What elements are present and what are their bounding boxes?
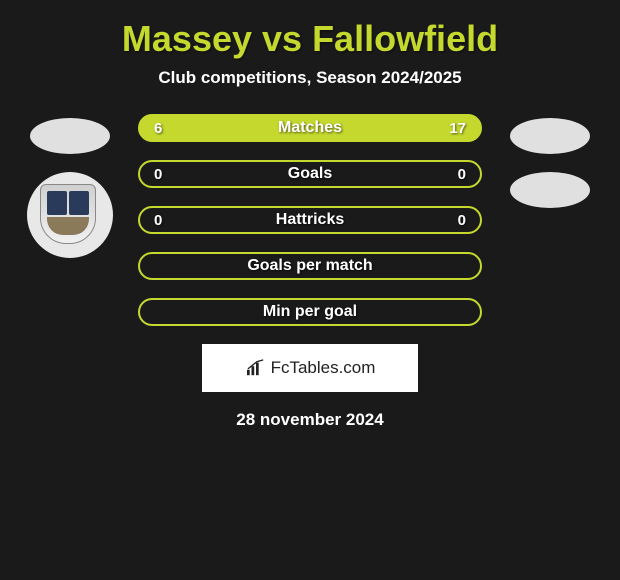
stat-label: Min per goal	[263, 303, 357, 321]
site-logo[interactable]: FcTables.com	[202, 344, 418, 392]
stat-right-value: 17	[449, 120, 466, 137]
stat-right-value: 0	[458, 212, 466, 229]
logo-text: FcTables.com	[271, 358, 376, 378]
team-badge-a	[27, 172, 113, 258]
stat-left-value: 6	[154, 120, 162, 137]
stats-list: 6 Matches 17 0 Goals 0 0 Hattricks 0 Goa…	[138, 114, 482, 326]
stat-left-value: 0	[154, 212, 162, 229]
stat-row-goals-per-match: Goals per match	[138, 252, 482, 280]
comparison-card: Massey vs Fallowfield Club competitions,…	[0, 0, 620, 430]
stat-label: Hattricks	[276, 211, 344, 229]
team-badge-b-placeholder-icon	[510, 172, 590, 208]
date-label: 28 november 2024	[0, 392, 620, 430]
shield-icon	[40, 184, 96, 244]
stat-left-value: 0	[154, 166, 162, 183]
stat-row-min-per-goal: Min per goal	[138, 298, 482, 326]
player-a-placeholder-icon	[30, 118, 110, 154]
stat-right-value: 0	[458, 166, 466, 183]
stat-label: Goals per match	[247, 257, 372, 275]
stat-row-hattricks: 0 Hattricks 0	[138, 206, 482, 234]
right-player-column	[500, 118, 600, 226]
stat-label: Matches	[278, 119, 342, 137]
stat-label: Goals	[288, 165, 332, 183]
chart-icon	[245, 359, 267, 377]
left-player-column	[20, 118, 120, 258]
page-title: Massey vs Fallowfield	[0, 0, 620, 68]
stat-row-goals: 0 Goals 0	[138, 160, 482, 188]
stat-row-matches: 6 Matches 17	[138, 114, 482, 142]
player-b-placeholder-icon	[510, 118, 590, 154]
subtitle: Club competitions, Season 2024/2025	[0, 68, 620, 114]
